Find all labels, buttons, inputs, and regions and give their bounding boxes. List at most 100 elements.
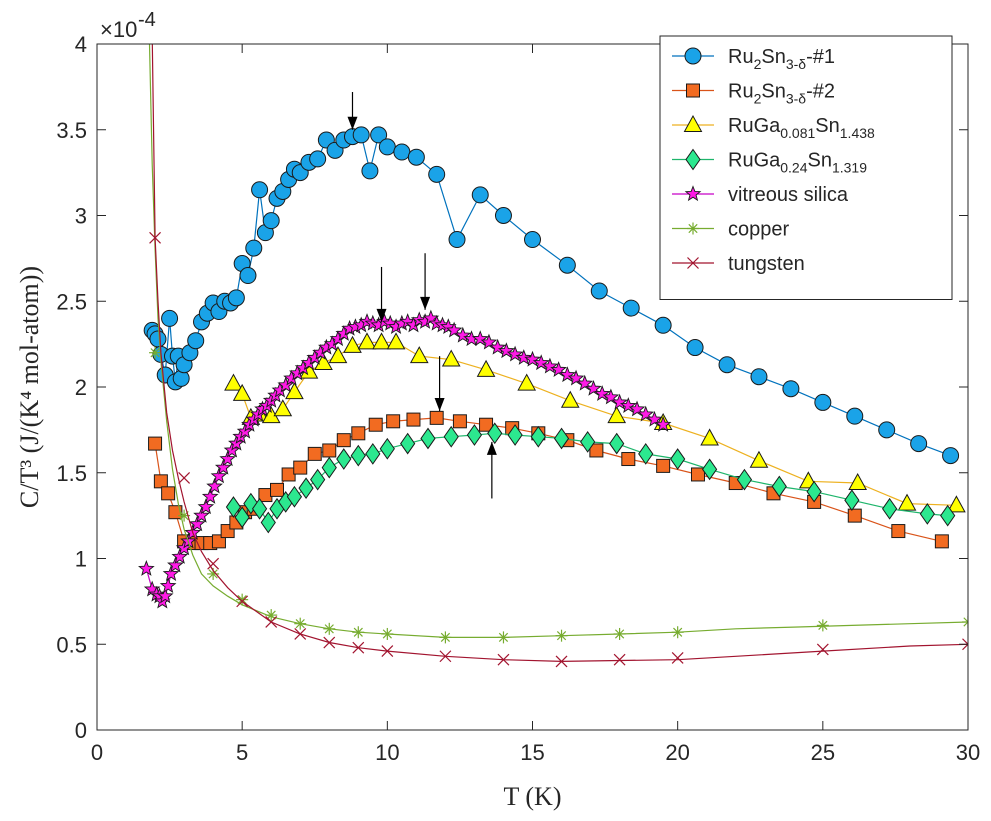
data-point xyxy=(265,616,278,628)
data-point xyxy=(494,207,512,224)
series-ruga0-24sn1-319 xyxy=(225,422,956,534)
data-point xyxy=(934,534,949,549)
data-point xyxy=(942,447,960,465)
data-point xyxy=(749,450,769,468)
data-point xyxy=(611,393,628,410)
data-point xyxy=(553,427,570,450)
legend-label: RuGa0.081Sn1.438 xyxy=(728,115,875,141)
data-point xyxy=(532,354,550,371)
data-point xyxy=(379,437,395,460)
data-point xyxy=(701,458,718,481)
data-point xyxy=(816,643,829,656)
data-point xyxy=(322,443,337,458)
data-point xyxy=(607,406,627,424)
data-point xyxy=(962,615,968,628)
series-vitreous-silica xyxy=(138,309,672,609)
data-point xyxy=(407,148,425,166)
data-point xyxy=(343,335,362,353)
data-point xyxy=(225,496,242,518)
data-point xyxy=(236,595,249,608)
data-point xyxy=(686,339,704,357)
data-point xyxy=(750,368,768,386)
data-point xyxy=(881,497,898,520)
data-point xyxy=(378,138,396,156)
data-point xyxy=(962,638,968,651)
data-point xyxy=(621,452,636,467)
data-point xyxy=(690,467,705,482)
legend-label: Ru2Sn3-δ-#2 xyxy=(728,81,835,107)
data-point xyxy=(193,506,210,523)
data-point xyxy=(406,412,421,427)
annotation-layer xyxy=(347,92,497,499)
data-point xyxy=(441,349,461,367)
data-point xyxy=(480,333,498,350)
series-tungsten xyxy=(149,44,968,668)
legend-marker xyxy=(684,47,702,65)
data-point xyxy=(243,492,259,515)
data-point xyxy=(310,468,326,491)
y-tick-label: 2 xyxy=(75,375,87,400)
data-point xyxy=(844,489,860,512)
data-point xyxy=(149,330,167,348)
data-point xyxy=(771,475,787,498)
legend-entry: tungsten xyxy=(672,253,805,275)
data-point xyxy=(172,369,190,387)
data-point xyxy=(567,369,585,386)
legend-entry: RuGa0.24Sn1.319 xyxy=(672,148,867,176)
data-point xyxy=(471,186,489,204)
data-point xyxy=(368,417,383,432)
data-point xyxy=(273,399,293,417)
x-tick-label: 15 xyxy=(520,740,544,765)
data-point xyxy=(167,556,184,573)
data-point xyxy=(232,383,252,401)
data-point xyxy=(476,359,496,377)
x-tick-label: 10 xyxy=(375,740,399,765)
data-point xyxy=(352,126,370,144)
data-point xyxy=(239,267,257,285)
data-point xyxy=(270,482,285,497)
data-point xyxy=(258,488,273,503)
data-point xyxy=(156,587,174,604)
data-point xyxy=(506,345,524,362)
y-tick-label: 3.5 xyxy=(56,118,87,143)
x-tick-label: 30 xyxy=(956,740,980,765)
arrow-down-annotation xyxy=(347,92,358,130)
data-point xyxy=(245,239,263,257)
data-point xyxy=(910,435,928,453)
data-point xyxy=(718,356,736,374)
data-point xyxy=(429,410,444,425)
data-point xyxy=(555,655,568,668)
data-point xyxy=(234,506,250,529)
data-point xyxy=(361,162,379,180)
data-point xyxy=(613,653,626,666)
legend-entry: Ru2Sn3-δ-#2 xyxy=(672,81,835,107)
data-point xyxy=(352,626,365,639)
data-point xyxy=(428,165,446,183)
data-point xyxy=(159,577,177,594)
series-layer xyxy=(138,44,968,668)
data-point xyxy=(550,361,567,377)
y-axis-label: C/T³ (J/(K⁴ mol-atom)) xyxy=(15,266,44,508)
data-point xyxy=(210,467,228,484)
data-point xyxy=(357,332,377,350)
data-point xyxy=(298,477,314,500)
data-point xyxy=(350,444,366,467)
data-point xyxy=(919,503,935,525)
data-point xyxy=(947,495,966,513)
data-point xyxy=(466,424,483,446)
data-point xyxy=(227,289,245,307)
data-point xyxy=(498,342,515,359)
x-axis-label: T (K) xyxy=(503,782,561,811)
y-tick-label: 3 xyxy=(75,204,87,229)
legend-entry: copper xyxy=(672,219,789,241)
data-point xyxy=(670,448,686,470)
data-point xyxy=(207,567,220,580)
data-point xyxy=(507,424,523,446)
legend-marker xyxy=(687,257,699,269)
data-point xyxy=(656,458,671,473)
data-point xyxy=(609,432,625,455)
data-point xyxy=(372,332,391,350)
data-point xyxy=(293,460,308,475)
legend-marker xyxy=(686,83,700,98)
